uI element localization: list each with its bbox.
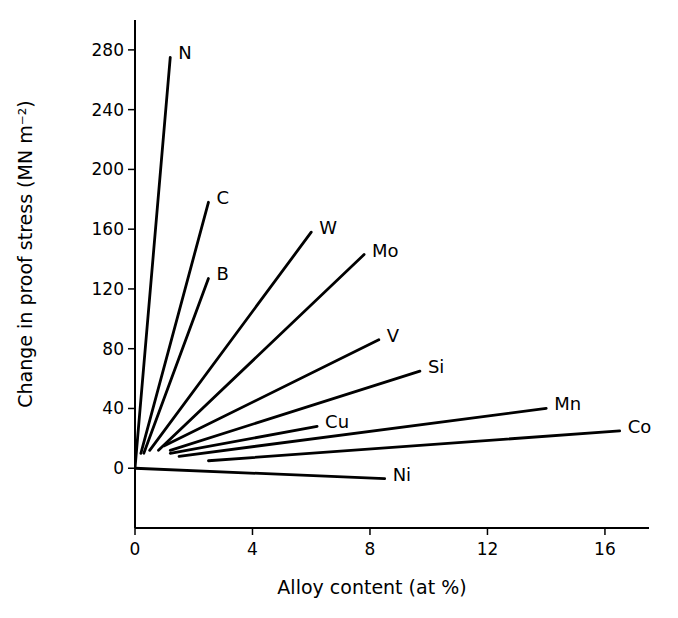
- x-tick-label: 4: [247, 539, 258, 559]
- series-label: Mo: [372, 240, 399, 261]
- y-tick-label: 40: [102, 398, 124, 418]
- series-line: [170, 371, 420, 450]
- x-tick: [604, 528, 606, 535]
- series-line: [164, 340, 378, 446]
- y-tick-label: 0: [113, 458, 124, 478]
- y-tick: [128, 467, 135, 469]
- x-axis-label: Alloy content (at %): [277, 576, 466, 598]
- x-tick-label: 12: [477, 539, 499, 559]
- x-tick: [134, 528, 136, 535]
- x-tick-label: 16: [594, 539, 616, 559]
- series-label: Si: [428, 356, 444, 377]
- x-tick: [369, 528, 371, 535]
- series-line: [135, 468, 385, 478]
- series-label: Cu: [325, 411, 349, 432]
- y-tick: [128, 49, 135, 51]
- y-tick-label: 240: [92, 100, 124, 120]
- y-tick-label: 160: [92, 219, 124, 239]
- series-label: W: [319, 217, 337, 238]
- y-tick: [128, 408, 135, 410]
- y-tick: [128, 348, 135, 350]
- x-tick-label: 8: [365, 539, 376, 559]
- series-line: [144, 278, 209, 453]
- y-axis-label: Change in proof stress (MN m⁻²): [14, 100, 36, 407]
- x-tick-label: 0: [130, 539, 141, 559]
- y-tick-label: 120: [92, 279, 124, 299]
- series-label: N: [178, 42, 191, 63]
- x-axis: [135, 527, 649, 529]
- series-label: Ni: [393, 464, 411, 485]
- series-line: [208, 431, 619, 461]
- y-tick-label: 200: [92, 159, 124, 179]
- x-tick: [252, 528, 254, 535]
- y-tick-label: 80: [102, 339, 124, 359]
- plot-lines: [135, 57, 620, 478]
- series-label: C: [216, 187, 229, 208]
- y-tick-label: 280: [92, 40, 124, 60]
- series-label: B: [216, 263, 228, 284]
- series-label: V: [387, 325, 400, 346]
- series-line: [150, 232, 312, 450]
- y-tick: [128, 228, 135, 230]
- x-tick: [487, 528, 489, 535]
- series-label: Mn: [554, 393, 581, 414]
- y-tick: [128, 288, 135, 290]
- y-tick: [128, 169, 135, 171]
- y-tick: [128, 109, 135, 111]
- series-label: Co: [628, 416, 652, 437]
